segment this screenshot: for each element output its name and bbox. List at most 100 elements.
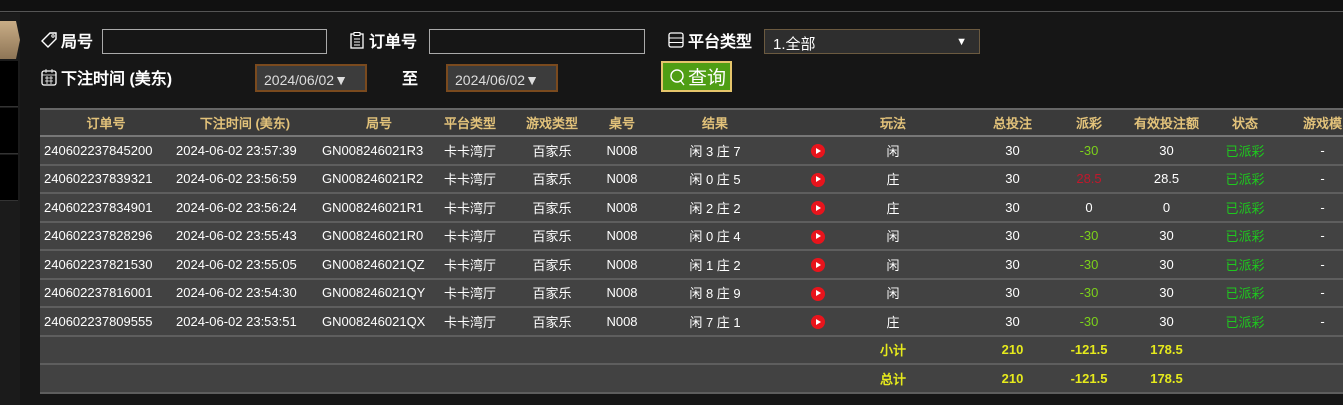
empty-cell [500, 364, 604, 394]
play-video-icon[interactable] [811, 144, 825, 159]
table-cell: 30 [975, 136, 1050, 166]
table-cell: 2024-06-02 23:55:43 [172, 221, 318, 251]
table-row: 240602237828296 2024-06-02 23:55:43 GN0082… [40, 221, 1343, 251]
table-cell: 240602237845200 [40, 136, 172, 166]
table-cell: 卡卡湾厅 [440, 221, 500, 251]
table-header: 订单号 下注时间 (美东) 局号 平台类型 游戏类型 桌号 结果 玩法 总投注 派彩 有效投注额 状态… [40, 108, 1343, 137]
table-cell: N008 [604, 164, 640, 194]
table-cell: 已派彩 [1205, 193, 1285, 223]
column-header: 游戏类型 [500, 108, 604, 137]
top-bar [0, 0, 1343, 12]
table-cell: 庄 [846, 164, 940, 194]
play-video-icon[interactable] [811, 201, 825, 216]
chevron-down-icon: ▼ [956, 36, 967, 48]
platform-select[interactable]: 1.全部 ▼ [764, 29, 980, 54]
table-cell: 2024-06-02 23:56:59 [172, 164, 318, 194]
play-video-icon[interactable] [811, 172, 825, 187]
round-input[interactable] [102, 29, 327, 54]
table-row: 240602237809555 2024-06-02 23:53:51 GN0082… [40, 307, 1343, 337]
column-header: 下注时间 (美东) [172, 108, 318, 137]
table-cell: 30 [1128, 278, 1205, 308]
table-cell: 闲 7 庄 1 [640, 307, 790, 337]
table-cell: 30 [975, 221, 1050, 251]
table-cell: - [1285, 307, 1343, 337]
table-cell: 卡卡湾厅 [440, 164, 500, 194]
clipboard-icon [350, 32, 364, 49]
play-video-icon[interactable] [811, 258, 825, 273]
order-input[interactable] [429, 29, 645, 54]
table-cell: 已派彩 [1205, 221, 1285, 251]
play-video-icon[interactable] [811, 315, 825, 330]
play-video-icon[interactable] [811, 286, 825, 301]
table-cell: - [1285, 250, 1343, 280]
table-cell: 已派彩 [1205, 307, 1285, 337]
column-header: 局号 [318, 108, 440, 137]
table-row: 240602237839321 2024-06-02 23:56:59 GN0082… [40, 164, 1343, 194]
spacer-cell [940, 250, 975, 280]
spacer-cell [940, 278, 975, 308]
table-cell: 240602237816001 [40, 278, 172, 308]
table-cell: - [1285, 278, 1343, 308]
spacer-cell [940, 307, 975, 337]
table-cell: N008 [604, 136, 640, 166]
empty-cell [940, 335, 975, 365]
sidebar-item[interactable] [0, 108, 18, 154]
sidebar [0, 13, 20, 405]
table-row: 240602237821530 2024-06-02 23:55:05 GN0082… [40, 250, 1343, 280]
empty-cell [1285, 335, 1343, 365]
empty-cell [790, 364, 846, 394]
table-cell: N008 [604, 221, 640, 251]
table-cell: 闲 3 庄 7 [640, 136, 790, 166]
table-cell: 闲 1 庄 2 [640, 250, 790, 280]
table-row: 240602237834901 2024-06-02 23:56:24 GN0082… [40, 193, 1343, 223]
subtotal-label: 小计 [846, 335, 940, 365]
search-icon [670, 68, 685, 85]
total-valid_bet: 178.5 [1128, 364, 1205, 394]
table-cell: 30 [975, 307, 1050, 337]
empty-cell [172, 364, 318, 394]
date-to-picker[interactable]: 2024/06/02▼ [446, 64, 558, 92]
tag-icon [41, 32, 57, 48]
empty-cell [604, 335, 640, 365]
empty-cell [1285, 364, 1343, 394]
table-cell: N008 [604, 250, 640, 280]
bet-time-label: 下注时间 (美东) [40, 65, 172, 89]
total-label: 总计 [846, 364, 940, 394]
table-cell: N008 [604, 278, 640, 308]
table-cell: 30 [1128, 307, 1205, 337]
video-cell [790, 193, 846, 223]
order-label: 订单号 [348, 28, 417, 52]
table-cell: GN008246021R0 [318, 221, 440, 251]
total-payout: -121.5 [1050, 364, 1128, 394]
table-cell: 240602237809555 [40, 307, 172, 337]
date-from-picker[interactable]: 2024/06/02▼ [255, 64, 367, 92]
subtotal-valid_bet: 178.5 [1128, 335, 1205, 365]
sidebar-item[interactable] [0, 61, 18, 107]
table-cell: GN008246021QY [318, 278, 440, 308]
query-button[interactable]: 查询 [661, 61, 732, 92]
empty-cell [318, 364, 440, 394]
column-header: 平台类型 [440, 108, 500, 137]
table-cell: -30 [1050, 136, 1128, 166]
empty-cell [1205, 335, 1285, 365]
sidebar-tab[interactable] [0, 21, 20, 59]
table-cell: 30 [975, 278, 1050, 308]
table-cell: 28.5 [1050, 164, 1128, 194]
table-cell: 30 [975, 164, 1050, 194]
table-cell: 0 [1128, 193, 1205, 223]
table-cell: - [1285, 221, 1343, 251]
video-cell [790, 164, 846, 194]
sidebar-item[interactable] [0, 155, 18, 201]
column-header: 玩法 [846, 108, 940, 137]
play-video-icon[interactable] [811, 229, 825, 244]
table-cell: 240602237828296 [40, 221, 172, 251]
table-cell: 闲 0 庄 4 [640, 221, 790, 251]
table-cell: GN008246021R1 [318, 193, 440, 223]
table-row: 240602237816001 2024-06-02 23:54:30 GN0082… [40, 278, 1343, 308]
column-header: 总投注 [975, 108, 1050, 137]
table-cell: 庄 [846, 307, 940, 337]
table-cell: 庄 [846, 193, 940, 223]
empty-cell [40, 364, 172, 394]
table-cell: N008 [604, 307, 640, 337]
table-cell: 30 [1128, 221, 1205, 251]
